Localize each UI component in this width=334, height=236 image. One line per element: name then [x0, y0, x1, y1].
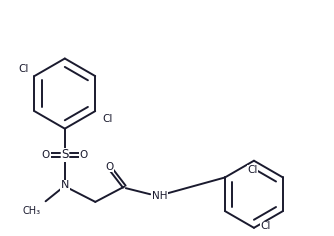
Text: S: S [61, 148, 68, 161]
Text: Cl: Cl [261, 221, 271, 231]
Text: Cl: Cl [19, 64, 29, 74]
Text: NH: NH [152, 191, 167, 201]
Text: N: N [61, 180, 69, 190]
Text: O: O [42, 150, 50, 160]
Text: O: O [105, 162, 113, 172]
Text: O: O [79, 150, 88, 160]
Text: CH₃: CH₃ [22, 206, 40, 216]
Text: Cl: Cl [247, 165, 258, 175]
Text: Cl: Cl [102, 114, 112, 124]
